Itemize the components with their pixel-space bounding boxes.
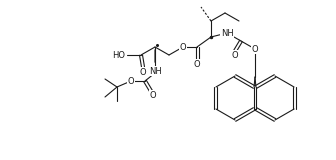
Text: O: O <box>194 60 200 68</box>
Text: NH: NH <box>149 67 161 76</box>
Text: HO: HO <box>112 51 125 60</box>
Text: O: O <box>128 76 134 85</box>
Text: O: O <box>150 91 156 100</box>
Text: O: O <box>180 43 186 52</box>
Text: O: O <box>140 68 146 76</box>
Text: O: O <box>232 51 238 60</box>
Text: O: O <box>252 44 258 53</box>
Text: NH: NH <box>221 28 234 37</box>
